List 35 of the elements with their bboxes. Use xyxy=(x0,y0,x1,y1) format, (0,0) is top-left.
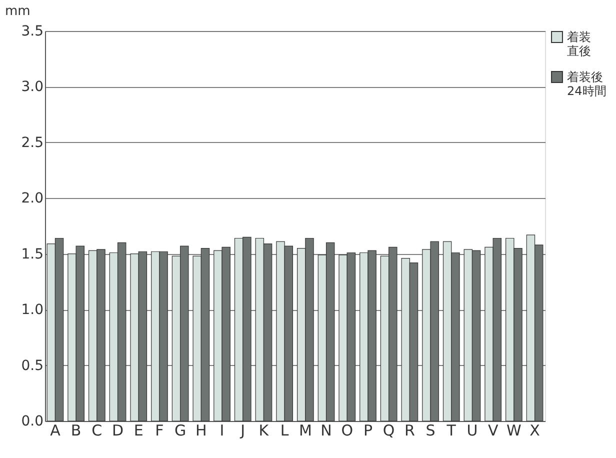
legend-label: 着装直後 xyxy=(567,30,591,58)
x-tick-label: W xyxy=(506,422,522,440)
y-tick-label: 2.0 xyxy=(21,190,44,207)
x-tick-label: N xyxy=(320,422,332,440)
legend-label: 着装後24時間 xyxy=(567,70,606,98)
y-tick-label: 1.5 xyxy=(21,246,44,262)
y-axis-title: mm xyxy=(5,4,30,19)
x-tick-label: O xyxy=(341,422,354,440)
x-tick-label: V xyxy=(488,422,499,440)
x-tick-label: L xyxy=(280,422,290,440)
x-tick-label: M xyxy=(298,422,312,440)
y-tick-label: 0.5 xyxy=(21,358,44,374)
x-tick-label: A xyxy=(50,422,62,440)
x-tick-label: D xyxy=(112,422,124,440)
x-tick-label: E xyxy=(134,422,144,440)
y-tick-label: 2.5 xyxy=(21,134,44,151)
x-tick-label: P xyxy=(363,422,372,440)
y-tick-label: 0.0 xyxy=(21,414,44,430)
x-tick-label: U xyxy=(466,422,478,440)
x-tick-label: K xyxy=(258,422,270,440)
x-tick-label: X xyxy=(530,422,540,440)
x-tick-label: G xyxy=(174,422,186,440)
y-tick-label: 3.0 xyxy=(21,79,44,96)
x-tick-label: F xyxy=(155,422,164,440)
x-tick-label: C xyxy=(92,422,102,440)
y-tick-label: 1.0 xyxy=(21,302,44,318)
x-tick-label: J xyxy=(240,422,246,440)
x-tick-label: T xyxy=(446,422,457,440)
x-tick-label: R xyxy=(404,422,415,440)
x-tick-label: H xyxy=(196,422,207,440)
y-tick-label: 3.5 xyxy=(21,24,44,40)
x-tick-label: S xyxy=(426,422,436,440)
x-tick-label: B xyxy=(70,422,82,440)
x-tick-label: I xyxy=(220,422,224,440)
x-tick-label: Q xyxy=(382,422,395,440)
